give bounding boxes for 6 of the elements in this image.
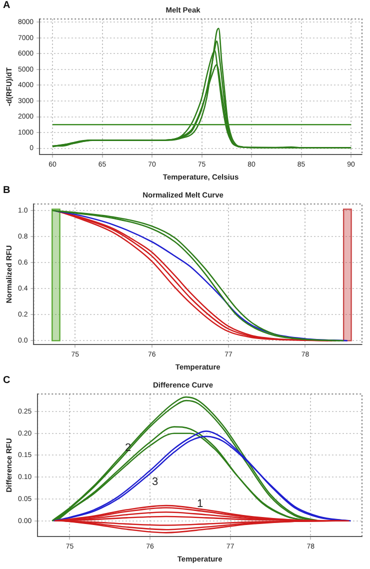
annotation: 2 <box>125 442 132 454</box>
text: C <box>3 375 10 386</box>
annotation: 1 <box>197 498 204 510</box>
text: A <box>3 0 10 11</box>
text: B <box>3 185 10 196</box>
annotation: 3 <box>152 476 158 488</box>
